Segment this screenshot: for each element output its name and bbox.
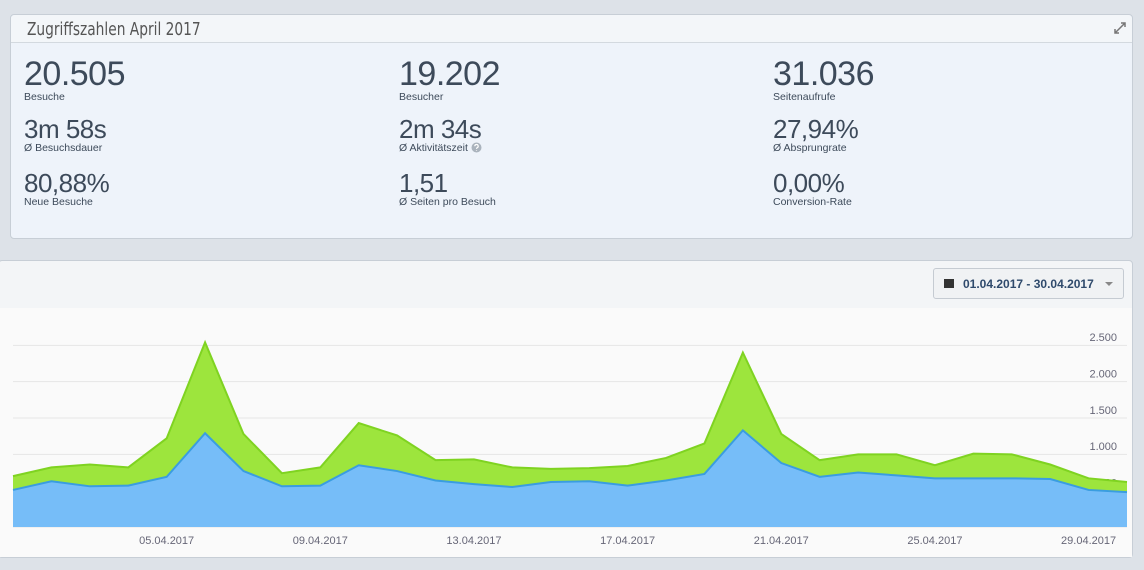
stat: 3m 58s Ø Besuchsdauer xyxy=(24,114,107,154)
stat: 1,51 Ø Seiten pro Besuch xyxy=(399,168,496,208)
stat: 0,00% Conversion-Rate xyxy=(773,168,852,208)
stat-value: 3m 58s xyxy=(24,114,107,144)
stat: 2m 34s Ø Aktivitätszeit xyxy=(399,114,482,154)
stat: 20.505 Besuche xyxy=(24,55,126,103)
y-tick-label: 2.000 xyxy=(1089,369,1117,381)
help-icon[interactable] xyxy=(471,142,482,153)
stat: 80,88% Neue Besuche xyxy=(24,168,110,208)
x-tick-label: 13.04.2017 xyxy=(446,535,501,547)
panel-header: Zugriffszahlen April 2017 xyxy=(11,15,1132,43)
x-tick-label: 17.04.2017 xyxy=(600,535,655,547)
stat-label-text: Besuche xyxy=(24,91,65,103)
x-tick-label: 05.04.2017 xyxy=(139,535,194,547)
stat-value: 1,51 xyxy=(399,168,448,198)
chart: 05001.0001.5002.0002.50005.04.201709.04.… xyxy=(0,308,1132,557)
date-range: 01.04.2017 - 30.04.2017 xyxy=(963,277,1094,291)
stat-label: Besuche xyxy=(24,91,125,103)
stat-label-text: Ø Besuchsdauer xyxy=(24,142,103,154)
stat-value: 31.036 xyxy=(773,55,875,93)
stat-label: Ø Seiten pro Besuch xyxy=(399,196,496,208)
stat-label-text: Ø Aktivitätszeit xyxy=(399,142,468,154)
stat-label: Ø Aktivitätszeit xyxy=(399,142,482,154)
panel-title: Zugriffszahlen April 2017 xyxy=(27,19,201,40)
stat: 19.202 Besucher xyxy=(399,55,501,103)
x-tick-label: 29.04.2017 xyxy=(1061,535,1116,547)
expand-icon[interactable] xyxy=(1114,22,1126,34)
stat-label: Ø Besuchsdauer xyxy=(24,142,106,154)
stat-value: 19.202 xyxy=(399,55,501,93)
y-tick-label: 1.500 xyxy=(1089,405,1117,417)
stat-label-text: Ø Absprungrate xyxy=(773,142,847,154)
stat: 27,94% Ø Absprungrate xyxy=(773,114,859,154)
stat-value: 20.505 xyxy=(24,55,126,93)
y-tick-label: 2.500 xyxy=(1089,332,1117,344)
stat: 31.036 Seitenaufrufe xyxy=(773,55,875,103)
area-line xyxy=(12,428,1128,494)
stat-value: 0,00% xyxy=(773,168,845,198)
stat-value: 27,94% xyxy=(773,114,859,144)
y-tick-label: 1.000 xyxy=(1089,441,1117,453)
stat-label-text: Besucher xyxy=(399,91,444,103)
stat-value: 80,88% xyxy=(24,168,110,198)
stat-label: Ø Absprungrate xyxy=(773,142,858,154)
stat-label-text: Seitenaufrufe xyxy=(773,91,836,103)
stats-panel: Zugriffszahlen April 2017 20.505 Besuche 1… xyxy=(10,14,1133,239)
stat-label-text: Ø Seiten pro Besuch xyxy=(399,196,496,208)
stat-label: Neue Besuche xyxy=(24,196,109,208)
date-range-button[interactable]: 01.04.2017 - 30.04.2017 xyxy=(933,268,1124,299)
stat-label: Conversion-Rate xyxy=(773,196,852,208)
stat-value: 2m 34s xyxy=(399,114,482,144)
stat-label-text: Conversion-Rate xyxy=(773,196,852,208)
area-line xyxy=(12,339,1128,483)
x-tick-label: 21.04.2017 xyxy=(754,535,809,547)
stat-label: Besucher xyxy=(399,91,500,103)
x-tick-label: 25.04.2017 xyxy=(907,535,962,547)
area-fill xyxy=(13,430,1127,527)
stat-label: Seitenaufrufe xyxy=(773,91,874,103)
x-tick-label: 09.04.2017 xyxy=(293,535,348,547)
stat-label-text: Neue Besuche xyxy=(24,196,93,208)
